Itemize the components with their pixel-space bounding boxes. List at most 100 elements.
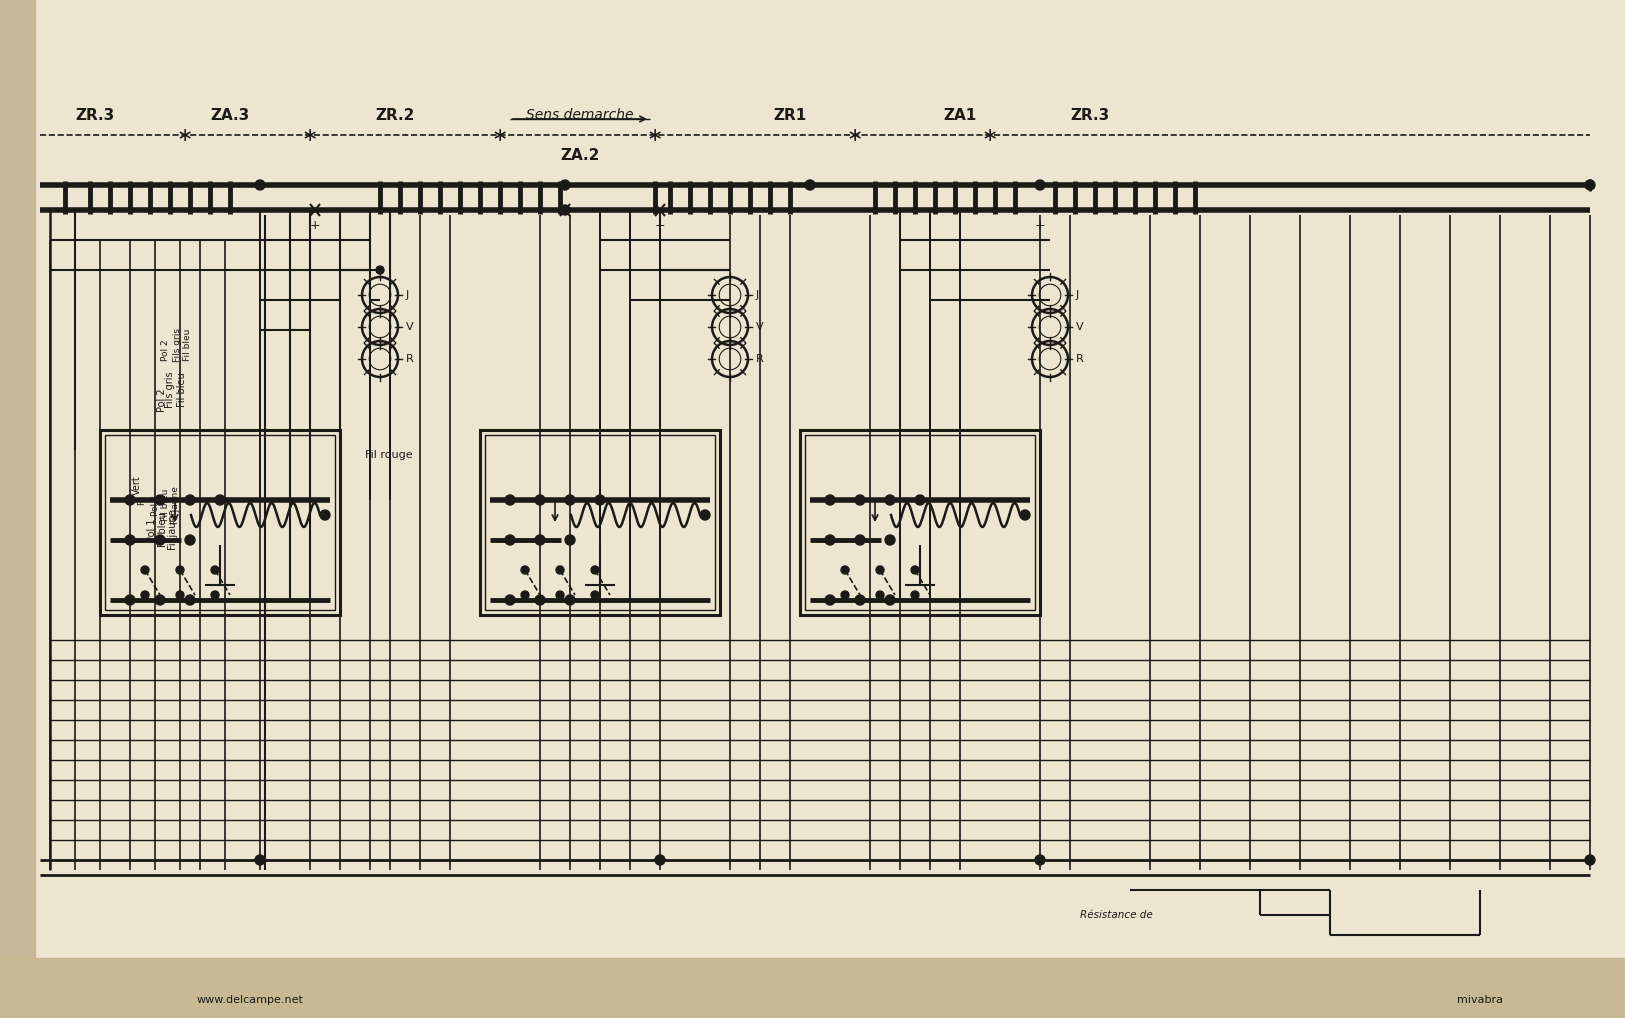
Circle shape bbox=[505, 495, 515, 505]
Text: V: V bbox=[1076, 322, 1084, 332]
Text: www.delcampe.net: www.delcampe.net bbox=[197, 995, 304, 1005]
Circle shape bbox=[141, 591, 150, 599]
Bar bbox=[800, 430, 1040, 615]
Text: ZA.3: ZA.3 bbox=[210, 108, 250, 122]
Text: Fil bleu: Fil bleu bbox=[158, 513, 167, 548]
Text: R: R bbox=[1076, 354, 1084, 364]
Circle shape bbox=[566, 535, 575, 545]
Circle shape bbox=[855, 535, 864, 545]
Circle shape bbox=[185, 535, 195, 545]
Circle shape bbox=[876, 591, 884, 599]
Circle shape bbox=[125, 535, 135, 545]
Text: Vert: Vert bbox=[132, 475, 141, 495]
Circle shape bbox=[886, 595, 895, 605]
Text: ZR1: ZR1 bbox=[774, 108, 806, 122]
Text: ∗: ∗ bbox=[647, 125, 663, 145]
Circle shape bbox=[855, 495, 864, 505]
Circle shape bbox=[566, 495, 575, 505]
Circle shape bbox=[592, 591, 600, 599]
Text: Fil bleu: Fil bleu bbox=[184, 329, 192, 361]
Bar bbox=[479, 430, 720, 615]
Text: Fil: Fil bbox=[138, 495, 146, 505]
Circle shape bbox=[912, 591, 920, 599]
Circle shape bbox=[320, 510, 330, 520]
Text: ZA1: ZA1 bbox=[944, 108, 977, 122]
Circle shape bbox=[842, 591, 848, 599]
Circle shape bbox=[826, 535, 835, 545]
Text: J: J bbox=[756, 290, 759, 300]
Circle shape bbox=[826, 495, 835, 505]
Bar bbox=[101, 430, 340, 615]
Text: Fil rouge: Fil rouge bbox=[366, 450, 413, 460]
Circle shape bbox=[1584, 180, 1596, 190]
Text: V: V bbox=[756, 322, 764, 332]
Circle shape bbox=[125, 595, 135, 605]
Circle shape bbox=[176, 566, 184, 574]
Circle shape bbox=[855, 595, 864, 605]
Circle shape bbox=[592, 566, 600, 574]
Text: Pol 2: Pol 2 bbox=[161, 339, 171, 360]
Text: Fil bleu: Fil bleu bbox=[177, 373, 187, 407]
Circle shape bbox=[375, 266, 383, 274]
Circle shape bbox=[505, 595, 515, 605]
Text: +: + bbox=[310, 219, 320, 231]
Circle shape bbox=[876, 566, 884, 574]
Circle shape bbox=[154, 495, 166, 505]
Circle shape bbox=[561, 205, 570, 215]
Circle shape bbox=[535, 495, 544, 505]
Bar bbox=[484, 435, 715, 610]
Text: ∗: ∗ bbox=[847, 125, 863, 145]
Text: Pol 1: Pol 1 bbox=[146, 518, 158, 542]
Circle shape bbox=[522, 591, 530, 599]
Circle shape bbox=[211, 591, 219, 599]
Circle shape bbox=[886, 535, 895, 545]
Circle shape bbox=[1584, 855, 1596, 865]
Bar bbox=[0, 0, 36, 1018]
Circle shape bbox=[1020, 510, 1030, 520]
Circle shape bbox=[915, 495, 925, 505]
Circle shape bbox=[505, 535, 515, 545]
Circle shape bbox=[535, 595, 544, 605]
Text: ∗: ∗ bbox=[492, 125, 509, 145]
Circle shape bbox=[655, 855, 665, 865]
Text: V: V bbox=[406, 322, 414, 332]
Circle shape bbox=[556, 591, 564, 599]
Circle shape bbox=[1035, 855, 1045, 865]
Text: Fils gris: Fils gris bbox=[166, 372, 176, 408]
Circle shape bbox=[700, 510, 710, 520]
Text: R: R bbox=[756, 354, 764, 364]
Text: ∗: ∗ bbox=[982, 125, 998, 145]
Circle shape bbox=[211, 566, 219, 574]
Text: J: J bbox=[1076, 290, 1079, 300]
Text: ∗: ∗ bbox=[177, 125, 193, 145]
Circle shape bbox=[522, 566, 530, 574]
Circle shape bbox=[561, 180, 570, 190]
Text: +: + bbox=[1035, 219, 1045, 231]
Circle shape bbox=[141, 566, 150, 574]
Text: Sens demarche: Sens demarche bbox=[526, 108, 634, 122]
Circle shape bbox=[185, 595, 195, 605]
Text: ZR.3: ZR.3 bbox=[1071, 108, 1110, 122]
Text: ZA.2: ZA.2 bbox=[561, 148, 600, 163]
Circle shape bbox=[185, 495, 195, 505]
Circle shape bbox=[255, 855, 265, 865]
Circle shape bbox=[255, 180, 265, 190]
Circle shape bbox=[566, 595, 575, 605]
Circle shape bbox=[912, 566, 920, 574]
Circle shape bbox=[154, 535, 166, 545]
Text: mivabra: mivabra bbox=[1458, 995, 1503, 1005]
Text: Pol 1: Pol 1 bbox=[151, 494, 159, 516]
Circle shape bbox=[1035, 180, 1045, 190]
Text: Fils gris: Fils gris bbox=[172, 328, 182, 362]
Text: Fil jaune: Fil jaune bbox=[167, 510, 179, 551]
Text: R: R bbox=[406, 354, 414, 364]
Circle shape bbox=[886, 495, 895, 505]
Text: Fil jaune: Fil jaune bbox=[172, 486, 180, 524]
Circle shape bbox=[842, 566, 848, 574]
Bar bbox=[106, 435, 335, 610]
Circle shape bbox=[556, 566, 564, 574]
Text: Résistance de: Résistance de bbox=[1081, 910, 1152, 920]
Text: +: + bbox=[655, 219, 665, 231]
Circle shape bbox=[214, 495, 224, 505]
Circle shape bbox=[176, 591, 184, 599]
